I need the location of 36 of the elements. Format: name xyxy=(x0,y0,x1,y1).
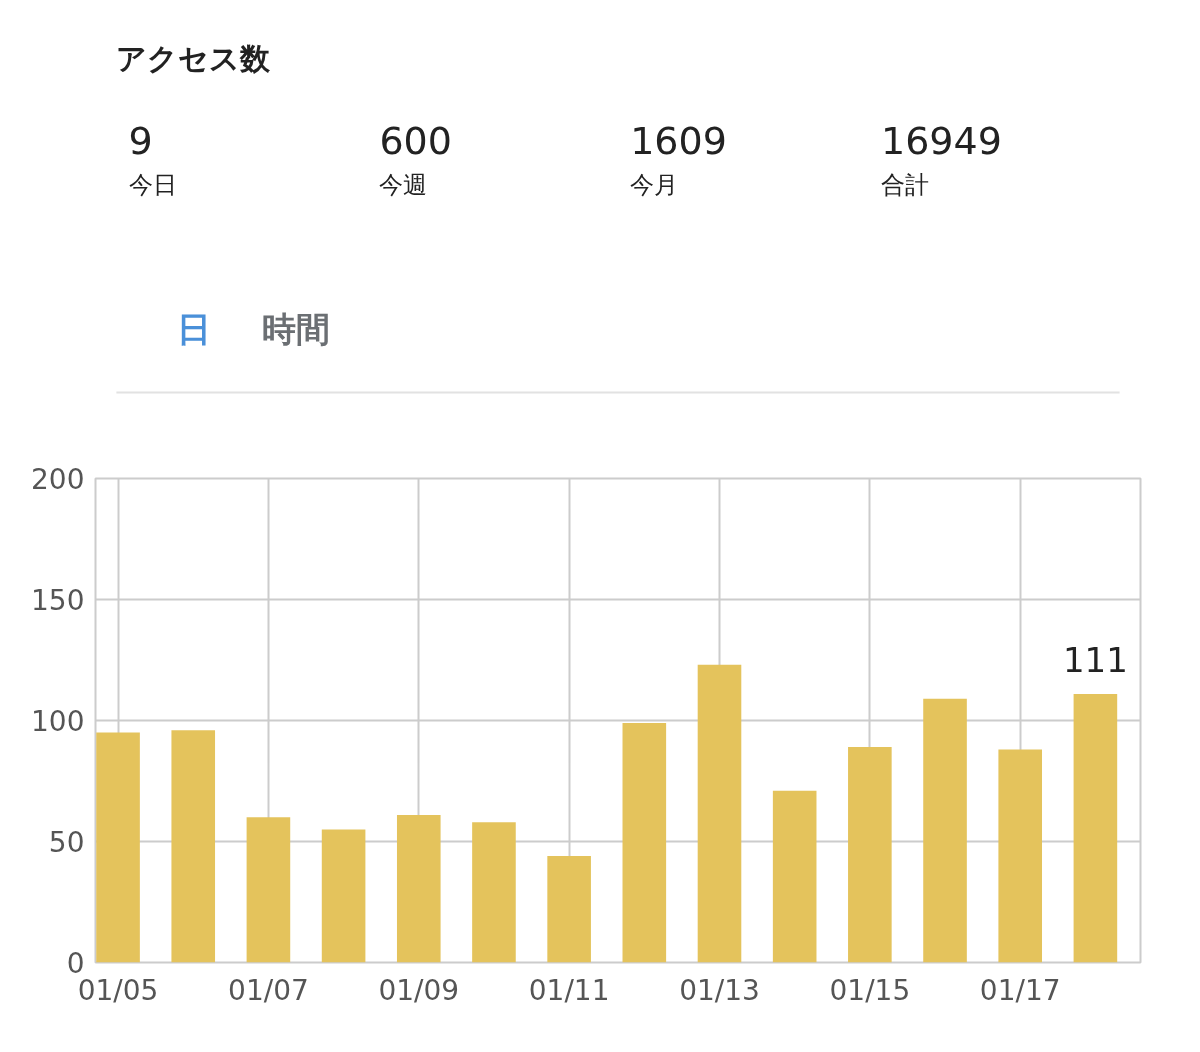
text: 1609 xyxy=(630,119,727,163)
bar xyxy=(998,749,1043,963)
y-tick-label: 200 xyxy=(31,463,85,496)
data-label: 111 xyxy=(1062,639,1128,680)
x-tick-label: 01/15 xyxy=(829,973,911,1007)
text: アクセス数 xyxy=(116,41,272,76)
text: 600 xyxy=(379,119,452,163)
bar xyxy=(547,856,591,963)
text: 16949 xyxy=(880,119,1002,163)
bar xyxy=(321,829,366,963)
text: 合計 xyxy=(880,170,929,199)
bar xyxy=(472,822,516,963)
x-tick-label: 01/17 xyxy=(979,973,1061,1007)
text: 日 xyxy=(176,308,211,349)
y-tick-label: 100 xyxy=(31,705,85,738)
x-tick-label: 01/09 xyxy=(378,973,460,1007)
bar xyxy=(246,817,291,963)
bar xyxy=(622,722,667,963)
bar xyxy=(1073,693,1118,963)
text: 今日 xyxy=(128,170,177,199)
x-tick-label: 01/07 xyxy=(228,973,309,1007)
bar xyxy=(923,698,967,963)
bar xyxy=(848,747,892,963)
text: 時間 xyxy=(261,308,330,349)
bar xyxy=(697,664,742,963)
x-tick-label: 01/11 xyxy=(528,973,610,1007)
bar xyxy=(772,790,817,963)
text: 今週 xyxy=(379,170,428,199)
bar xyxy=(396,814,441,963)
text: 今月 xyxy=(630,170,679,199)
text: 9 xyxy=(128,119,153,163)
bar xyxy=(96,732,140,963)
y-tick-label: 150 xyxy=(31,584,85,617)
y-tick-label: 50 xyxy=(48,826,85,859)
bar xyxy=(171,730,216,963)
x-tick-label: 01/13 xyxy=(679,973,760,1007)
